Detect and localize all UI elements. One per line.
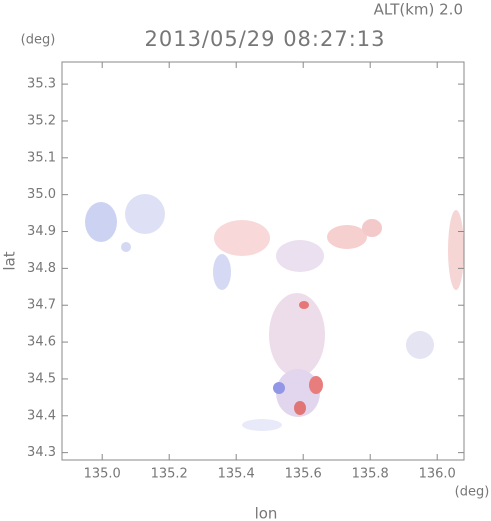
echo: [214, 220, 270, 256]
echoes: [85, 194, 464, 431]
x-axis-label: lon: [255, 505, 278, 521]
chart-title: 2013/05/29 08:27:13: [144, 27, 385, 51]
plot-frame: [61, 61, 465, 461]
x-tick-label: 135.6: [285, 467, 322, 482]
altitude-label: ALT(km) 2.0: [374, 1, 463, 19]
y-tick-label: 34.4: [27, 408, 56, 423]
echo: [448, 210, 464, 290]
y-tick-label: 34.7: [27, 298, 56, 313]
echo: [299, 301, 309, 309]
echo: [276, 369, 320, 417]
echo: [327, 225, 367, 249]
y-tick-label: 35.0: [27, 187, 56, 202]
y-tick-label: 34.8: [27, 261, 56, 276]
y-axis-label: lat: [1, 251, 19, 270]
y-tick-label: 34.6: [27, 335, 56, 350]
echo: [242, 419, 282, 431]
echo: [121, 242, 131, 252]
y-tick-label: 35.2: [27, 113, 56, 128]
echo: [309, 376, 323, 394]
echo: [406, 331, 434, 359]
x-tick-label: 136.0: [419, 467, 456, 482]
y-unit: (deg): [21, 33, 56, 48]
x-tick-label: 135.8: [352, 467, 389, 482]
y-tick-label: 34.5: [27, 371, 56, 386]
echo: [276, 240, 324, 272]
echo: [294, 401, 306, 415]
x-tick-label: 135.0: [84, 467, 121, 482]
x-unit: (deg): [455, 485, 490, 500]
echo: [125, 194, 165, 234]
x-tick-label: 135.4: [218, 467, 255, 482]
x-tick-label: 135.2: [151, 467, 188, 482]
y-tick-label: 35.3: [27, 77, 56, 92]
echo: [213, 254, 231, 290]
echo: [273, 382, 285, 394]
echo: [269, 293, 325, 377]
y-tick-label: 34.9: [27, 224, 56, 239]
echo: [85, 202, 117, 242]
echo: [362, 219, 382, 237]
y-tick-label: 34.3: [27, 445, 56, 460]
y-tick-label: 35.1: [27, 150, 56, 165]
